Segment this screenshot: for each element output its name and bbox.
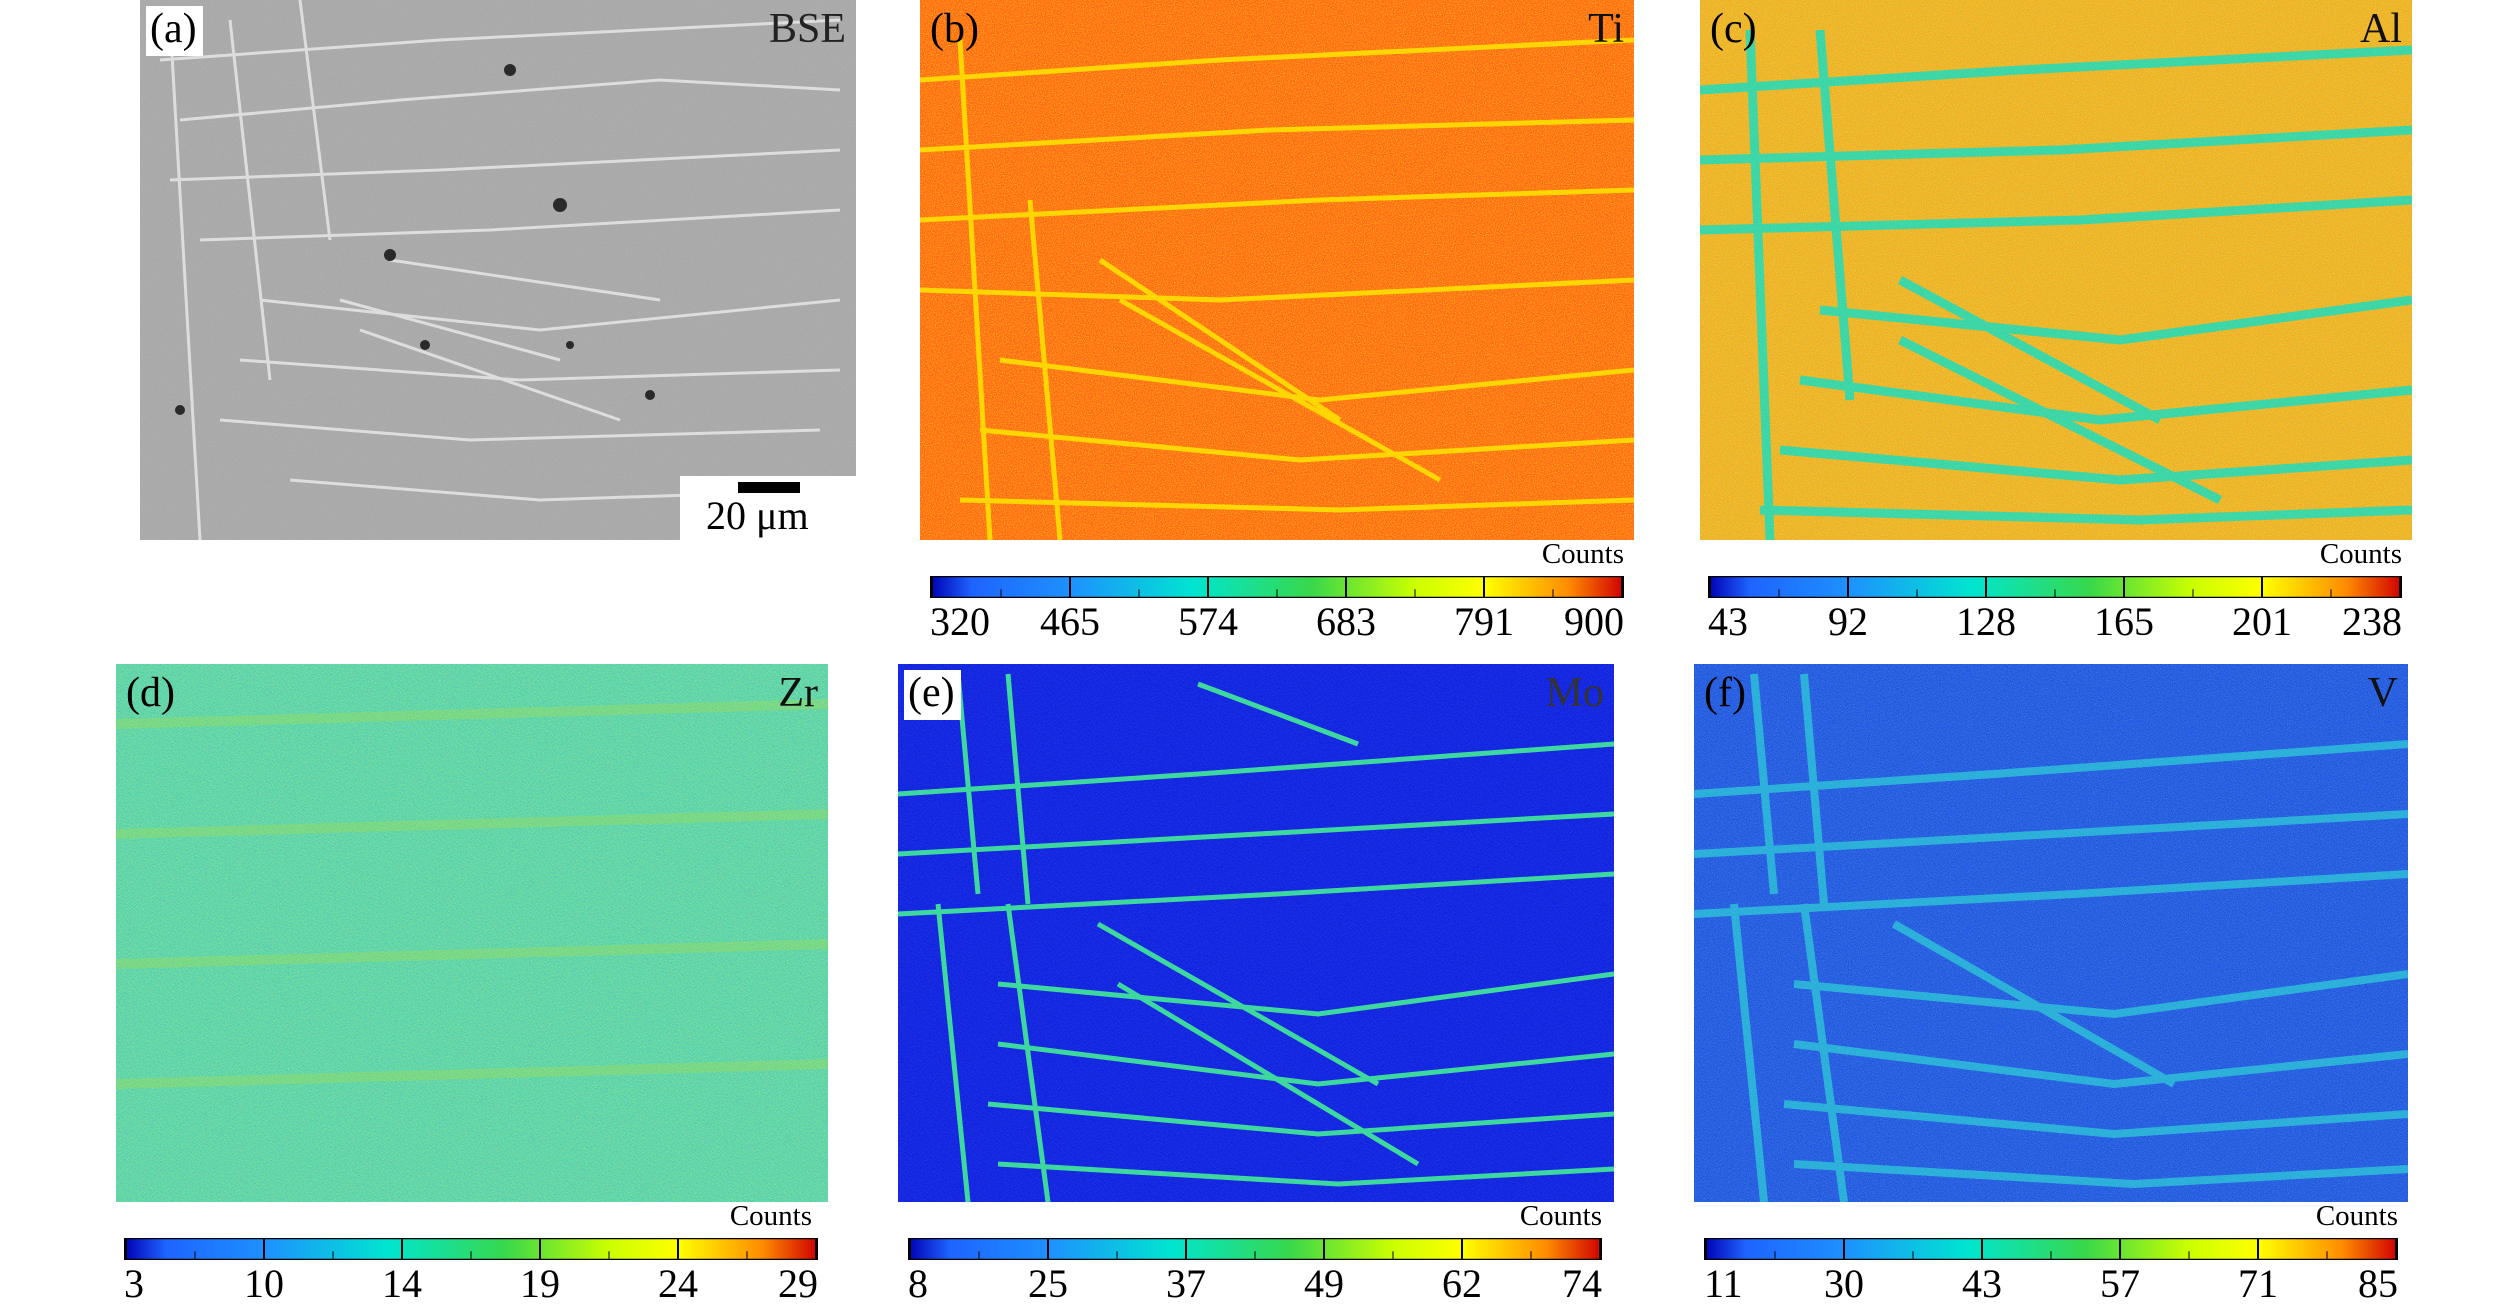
panel-f-element: V <box>2367 670 2398 716</box>
colorbar-zr: Counts 3 10 14 19 24 29 <box>124 1200 818 1304</box>
colorbar-tick-label: 574 <box>1178 599 1238 644</box>
colorbar-strip <box>124 1238 818 1260</box>
colorbar-tick-label: 37 <box>1166 1261 1206 1306</box>
colorbar-tick-label: 683 <box>1316 599 1376 644</box>
colorbar-strip <box>908 1238 1602 1260</box>
colorbar-tick-label: 10 <box>244 1261 284 1306</box>
colorbar-tick-label: 8 <box>908 1261 928 1306</box>
panel-c-element: Al <box>2360 6 2402 52</box>
colorbar-ti: Counts 320 465 574 683 791 900 <box>930 538 1624 644</box>
colorbar-tick-label: 24 <box>658 1261 698 1306</box>
scale-bar-box: 20 μm <box>680 476 856 540</box>
colorbar-mo: Counts 8 25 37 49 62 74 <box>908 1200 1602 1304</box>
colorbar-mo-title: Counts <box>1519 1200 1602 1232</box>
panel-e-mo: (e) Mo <box>898 664 1614 1202</box>
colorbar-tick-label: 85 <box>2358 1261 2398 1306</box>
panel-d-zr: (d) Zr <box>116 664 828 1202</box>
bse-micrograph <box>140 0 856 540</box>
colorbar-tick-label: 43 <box>1962 1261 2002 1306</box>
colorbar-tick-label: 165 <box>2094 599 2154 644</box>
colorbar-tick-label: 49 <box>1304 1261 1344 1306</box>
colorbar-al: Counts 43 92 128 165 201 238 <box>1708 538 2402 644</box>
colorbar-tick-label: 43 <box>1708 599 1748 644</box>
panel-d-element: Zr <box>778 670 818 716</box>
panel-d-label: (d) <box>126 670 175 716</box>
colorbar-tick-label: 791 <box>1454 599 1514 644</box>
colorbar-strip <box>1704 1238 2398 1260</box>
panel-a-element: BSE <box>768 6 846 52</box>
panel-e-element: Mo <box>1545 670 1604 716</box>
colorbar-tick-label: 465 <box>1040 599 1100 644</box>
colorbar-ti-title: Counts <box>1541 538 1624 570</box>
mo-map <box>898 664 1614 1202</box>
panel-b-ti: (b) Ti <box>920 0 1634 540</box>
panel-c-al: (c) Al <box>1700 0 2412 540</box>
colorbar-tick-label: 62 <box>1442 1261 1482 1306</box>
colorbar-strip <box>1708 576 2402 598</box>
colorbar-tick-label: 238 <box>2342 599 2402 644</box>
panel-f-label: (f) <box>1704 670 1746 716</box>
colorbar-al-title: Counts <box>2319 538 2402 570</box>
panel-b-label: (b) <box>930 6 979 52</box>
colorbar-tick-label: 92 <box>1828 599 1868 644</box>
colorbar-strip <box>930 576 1624 598</box>
panel-b-element: Ti <box>1588 6 1624 52</box>
colorbar-tick-label: 128 <box>1956 599 2016 644</box>
ti-map <box>920 0 1634 540</box>
scale-bar <box>738 482 800 493</box>
v-map <box>1694 664 2408 1202</box>
colorbar-tick-label: 57 <box>2100 1261 2140 1306</box>
colorbar-tick-label: 14 <box>382 1261 422 1306</box>
colorbar-tick-label: 25 <box>1028 1261 1068 1306</box>
colorbar-tick-label: 74 <box>1562 1261 1602 1306</box>
colorbar-v: Counts 11 30 43 57 71 85 <box>1704 1200 2398 1304</box>
colorbar-zr-title: Counts <box>729 1200 812 1232</box>
panel-f-v: (f) V <box>1694 664 2408 1202</box>
colorbar-tick-label: 30 <box>1824 1261 1864 1306</box>
colorbar-tick-label: 201 <box>2232 599 2292 644</box>
zr-map <box>116 664 828 1202</box>
colorbar-v-title: Counts <box>2315 1200 2398 1232</box>
al-map <box>1700 0 2412 540</box>
colorbar-tick-label: 11 <box>1704 1261 1743 1306</box>
panel-a-label: (a) <box>146 6 203 56</box>
panel-a-bse: (a) BSE 20 μm <box>140 0 856 540</box>
panel-e-label: (e) <box>904 670 961 720</box>
colorbar-tick-label: 19 <box>520 1261 560 1306</box>
colorbar-tick-label: 900 <box>1564 599 1624 644</box>
colorbar-tick-label: 3 <box>124 1261 144 1306</box>
scale-bar-label: 20 μm <box>706 493 809 538</box>
colorbar-tick-label: 71 <box>2238 1261 2278 1306</box>
colorbar-tick-label: 29 <box>778 1261 818 1306</box>
panel-c-label: (c) <box>1710 6 1757 52</box>
colorbar-tick-label: 320 <box>930 599 990 644</box>
